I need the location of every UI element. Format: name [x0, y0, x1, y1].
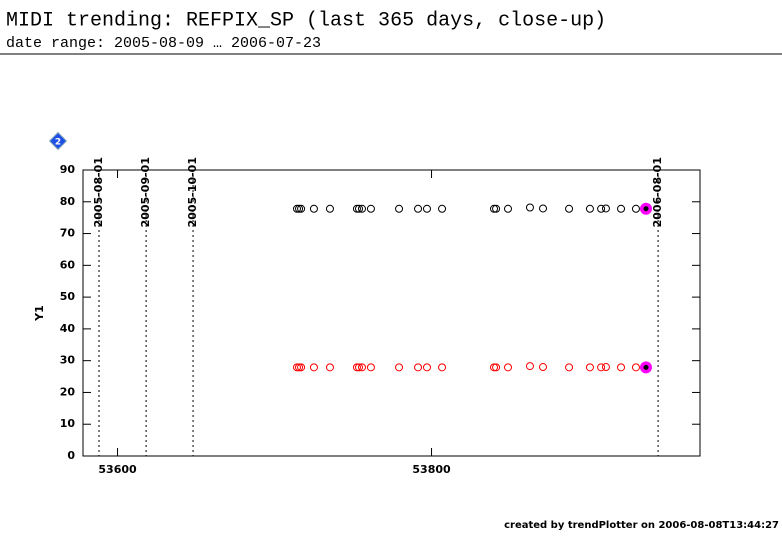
- point: [366, 204, 375, 213]
- point: [601, 363, 610, 372]
- point: [357, 363, 366, 372]
- point: [539, 363, 548, 372]
- point: [355, 363, 364, 372]
- x-tick-label: 53600: [98, 463, 137, 476]
- point: [565, 204, 574, 213]
- point: [617, 204, 626, 213]
- y-tick-label: 0: [67, 449, 75, 462]
- point: [355, 204, 364, 213]
- point: [297, 363, 306, 372]
- point: [585, 363, 594, 372]
- y-tick-label: 80: [60, 195, 76, 208]
- point: [503, 363, 512, 372]
- point: [597, 363, 606, 372]
- point: [395, 204, 404, 213]
- point: [292, 363, 301, 372]
- point: [309, 204, 318, 213]
- badge-label: 2: [55, 138, 61, 148]
- point: [292, 204, 301, 213]
- date-label: 2005-09-01: [139, 157, 152, 227]
- point: [438, 363, 447, 372]
- point: [295, 363, 304, 372]
- y-tick-label: 20: [60, 385, 76, 398]
- date-label: 2005-08-01: [92, 157, 105, 227]
- point: [525, 362, 534, 371]
- point: [631, 363, 640, 372]
- y-tick-label: 60: [60, 258, 76, 271]
- point: [352, 363, 361, 372]
- point: [643, 206, 649, 212]
- point: [295, 204, 304, 213]
- title: MIDI trending: REFPIX_SP (last 365 days,…: [6, 9, 606, 32]
- point: [366, 363, 375, 372]
- point: [643, 364, 649, 370]
- y-tick-label: 40: [60, 322, 76, 335]
- point: [422, 204, 431, 213]
- point: [539, 204, 548, 213]
- point: [438, 204, 447, 213]
- point: [585, 204, 594, 213]
- point: [414, 204, 423, 213]
- point: [414, 363, 423, 372]
- point: [601, 204, 610, 213]
- y-tick-label: 90: [60, 163, 76, 176]
- point: [492, 204, 501, 213]
- point: [503, 204, 512, 213]
- point: [357, 204, 366, 213]
- footer: created by trendPlotter on 2006-08-08T13…: [504, 520, 779, 531]
- point: [422, 363, 431, 372]
- y-tick-label: 70: [60, 227, 76, 240]
- x-tick-label: 53800: [412, 463, 451, 476]
- point: [597, 204, 606, 213]
- point: [395, 363, 404, 372]
- y-tick-label: 30: [60, 354, 76, 367]
- point: [565, 363, 574, 372]
- point: [617, 363, 626, 372]
- point: [297, 204, 306, 213]
- point: [631, 204, 640, 213]
- plot-frame: [82, 169, 701, 457]
- y-tick-label: 50: [60, 290, 76, 303]
- point: [490, 363, 499, 372]
- badge-icon: [48, 131, 68, 151]
- point: [325, 363, 334, 372]
- point: [492, 363, 501, 372]
- point: [309, 363, 318, 372]
- y-tick-label: 10: [60, 417, 76, 430]
- point: [490, 204, 499, 213]
- point: [525, 203, 534, 212]
- point: [352, 204, 361, 213]
- date-label: 2005-10-01: [186, 157, 199, 227]
- subtitle: date range: 2005-08-09 … 2006-07-23: [6, 35, 321, 52]
- y-axis-label: Y1: [33, 305, 46, 322]
- point: [325, 204, 334, 213]
- date-label: 2006-08-01: [651, 157, 664, 227]
